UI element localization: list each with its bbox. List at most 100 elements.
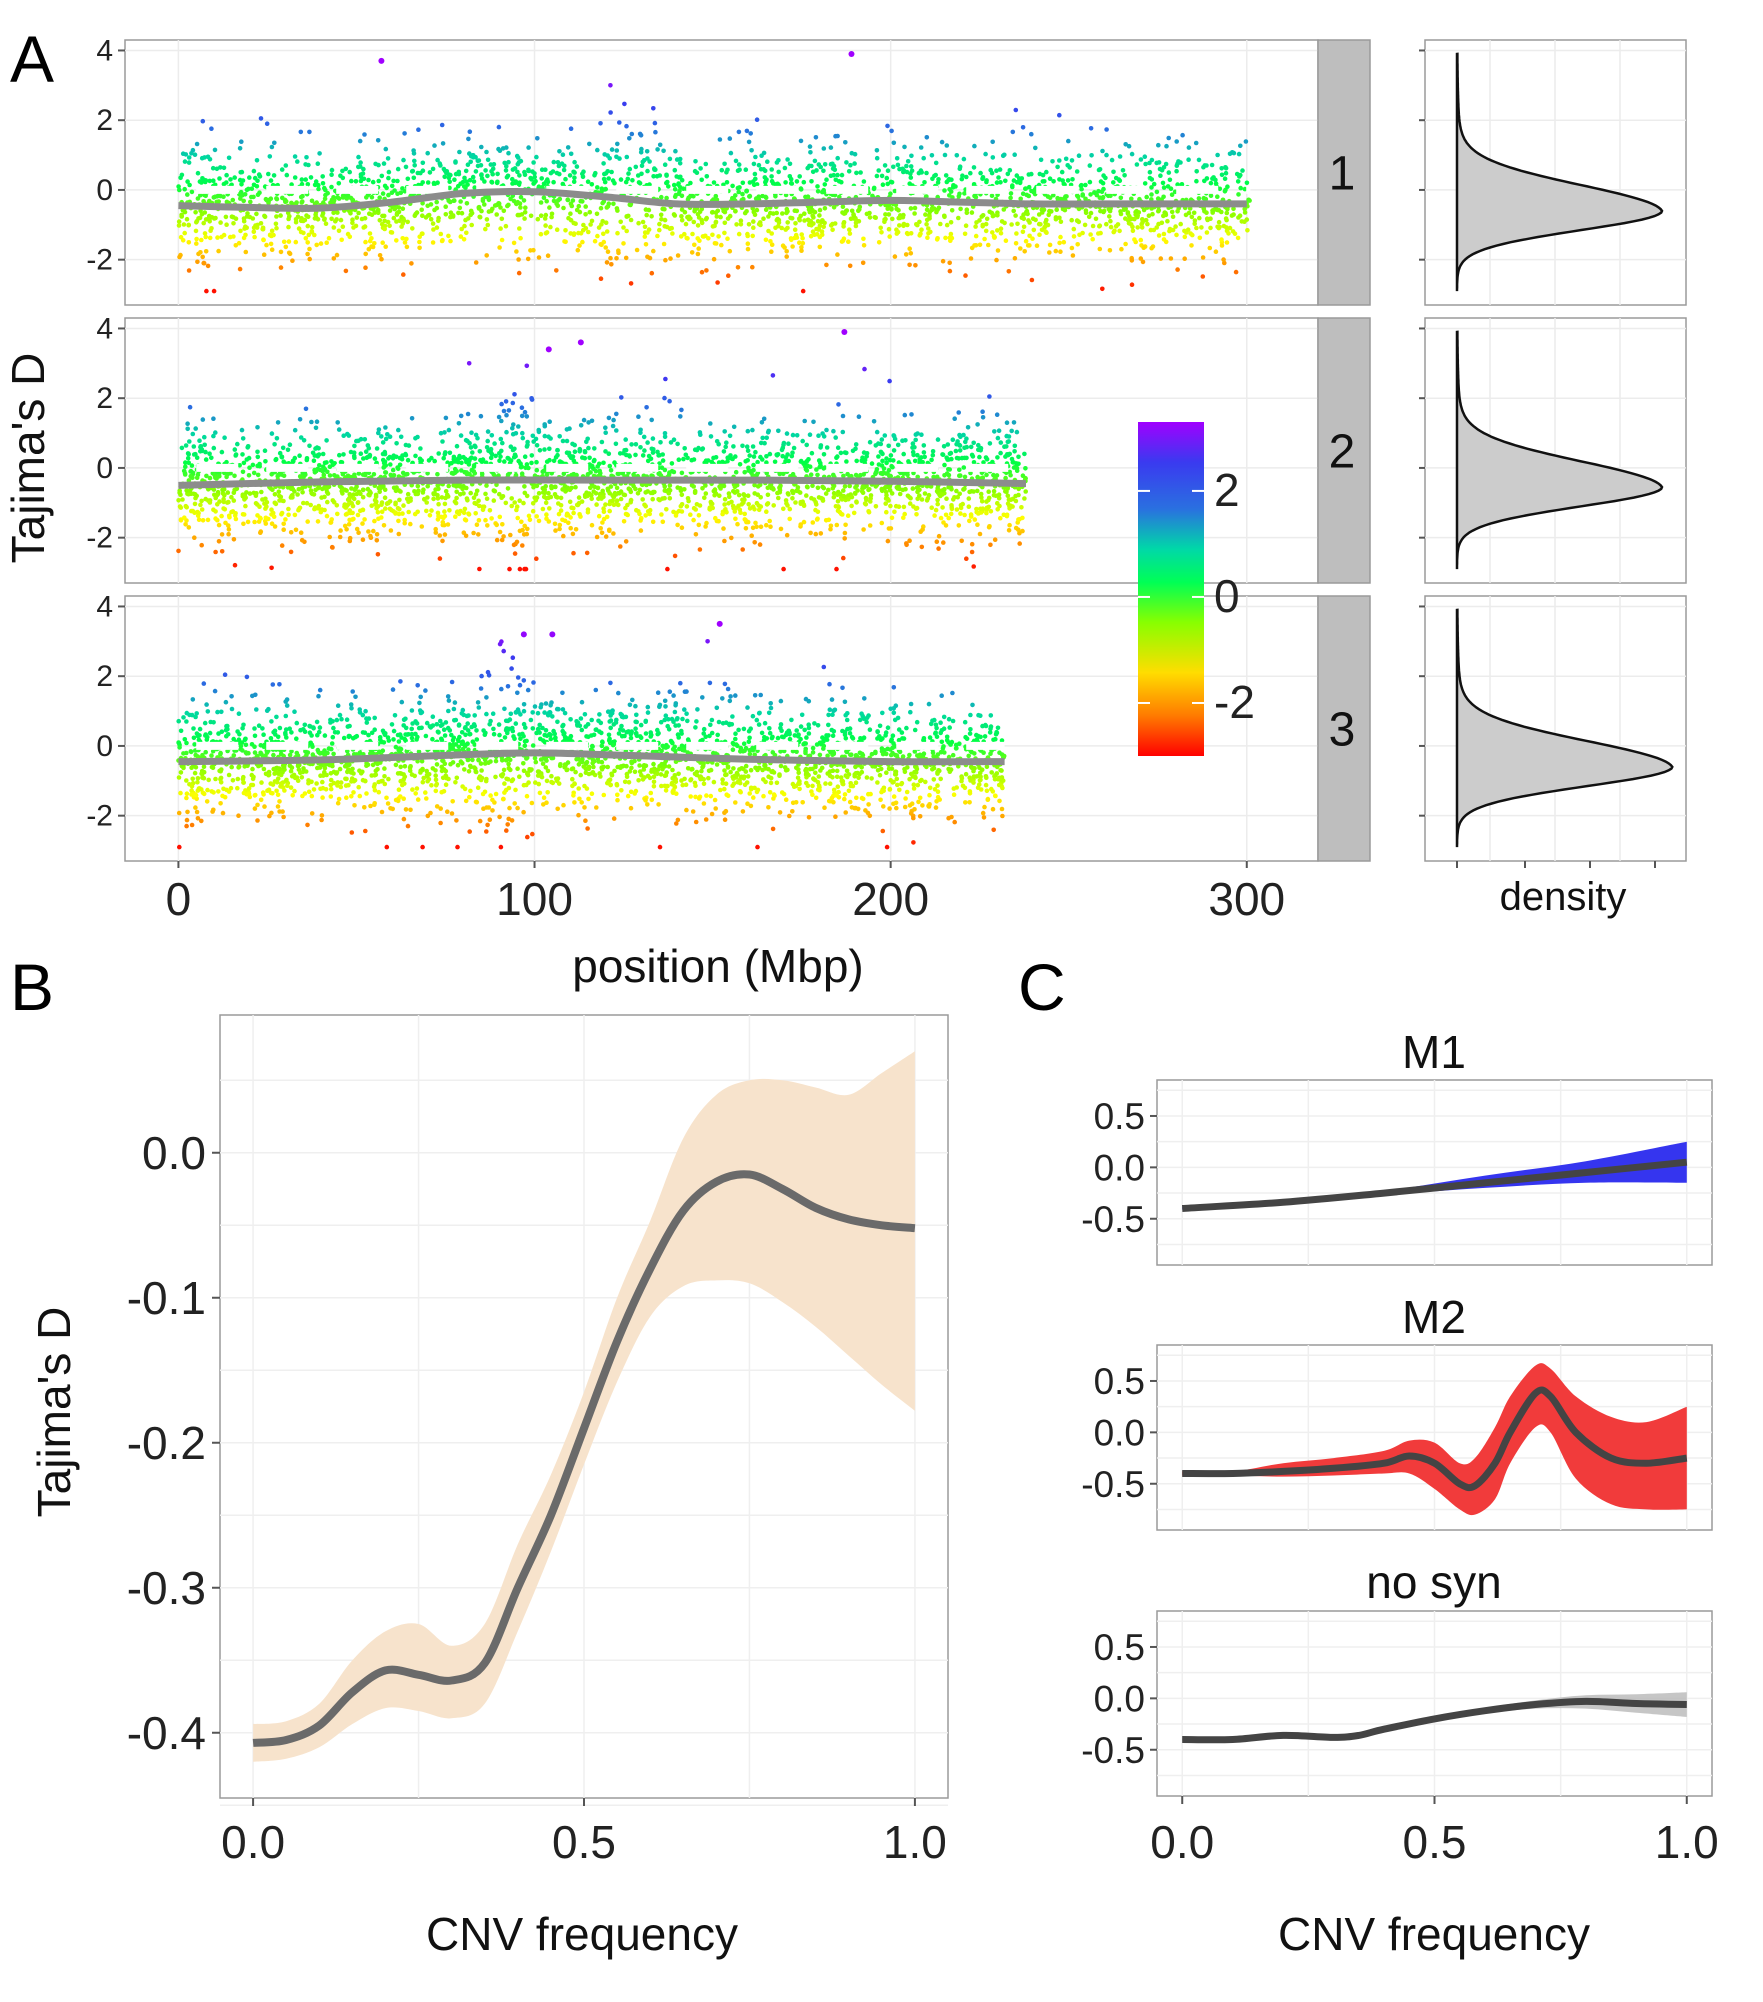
data-point [956, 442, 962, 448]
data-point [1215, 224, 1220, 230]
data-point [1143, 161, 1148, 167]
data-point [425, 150, 431, 156]
data-point [468, 159, 474, 165]
data-point [334, 252, 340, 258]
data-point [363, 239, 368, 245]
data-point [367, 231, 373, 236]
data-point [745, 448, 751, 454]
data-point [789, 453, 795, 459]
data-point [1231, 206, 1236, 212]
data-point [730, 183, 735, 189]
data-point [180, 497, 185, 502]
data-point [768, 524, 773, 529]
data-point [1186, 145, 1192, 150]
data-point [500, 146, 506, 151]
data-point [526, 513, 532, 519]
data-point [973, 224, 978, 229]
data-point [770, 486, 776, 491]
data-point [950, 437, 956, 443]
data-point [303, 162, 308, 167]
data-point [861, 472, 866, 477]
data-point [762, 168, 768, 174]
data-point [1086, 214, 1092, 220]
data-point [209, 126, 214, 131]
data-point [381, 161, 387, 166]
data-point [479, 144, 484, 150]
data-point [350, 197, 356, 203]
data-point [199, 507, 205, 512]
data-point [752, 212, 758, 217]
data-point [1034, 243, 1040, 248]
data-point [449, 470, 455, 476]
data-point [844, 160, 849, 165]
data-point [196, 517, 202, 522]
data-point [547, 419, 552, 425]
data-point [320, 451, 326, 457]
data-point [845, 513, 851, 518]
data-point [962, 445, 967, 451]
data-point [305, 240, 311, 245]
data-point [817, 244, 823, 250]
data-point [659, 194, 664, 200]
data-point [318, 241, 324, 246]
data-point [776, 169, 781, 175]
data-point [849, 208, 855, 214]
data-point [948, 450, 954, 456]
data-point [944, 496, 949, 502]
data-point [269, 521, 275, 526]
data-point [815, 472, 820, 478]
data-point [595, 147, 600, 153]
data-point [1018, 246, 1023, 251]
data-point [1057, 215, 1062, 221]
data-point [229, 509, 234, 515]
data-point [472, 500, 478, 506]
data-point [195, 259, 200, 265]
data-point [679, 470, 685, 476]
data-point [657, 142, 663, 148]
data-point [645, 440, 650, 445]
data-point [1088, 126, 1094, 131]
data-point [374, 538, 380, 543]
data-point [375, 552, 381, 557]
data-point [826, 517, 832, 523]
data-point [744, 209, 749, 214]
data-point [691, 517, 696, 523]
data-point [660, 452, 665, 457]
data-point [544, 512, 549, 517]
data-point [379, 515, 384, 520]
data-point [724, 170, 729, 175]
data-point [440, 439, 445, 444]
data-point [975, 422, 980, 427]
data-point [1242, 210, 1248, 215]
data-point [626, 171, 631, 176]
data-point [444, 169, 450, 174]
data-point [362, 517, 367, 522]
data-point [615, 208, 620, 213]
data-point [921, 450, 927, 455]
data-point [1098, 208, 1103, 214]
data-point [592, 238, 598, 244]
data-point [645, 168, 650, 174]
data-point [586, 445, 591, 451]
data-point [671, 182, 677, 188]
data-point [593, 491, 599, 496]
data-point [1138, 256, 1144, 261]
data-point [498, 226, 503, 231]
data-point [511, 240, 517, 246]
data-point [453, 171, 459, 177]
data-point [844, 459, 849, 464]
data-point [891, 164, 896, 170]
data-point [240, 178, 246, 183]
data-point [841, 493, 847, 499]
data-point [731, 488, 736, 494]
data-point [983, 151, 988, 157]
data-point [446, 233, 451, 239]
data-point [322, 216, 327, 222]
data-point [1062, 207, 1068, 213]
data-point [645, 230, 650, 235]
data-point [621, 241, 626, 246]
data-point [276, 489, 282, 495]
data-point [740, 180, 746, 186]
data-point [873, 215, 878, 220]
data-point [289, 182, 294, 187]
